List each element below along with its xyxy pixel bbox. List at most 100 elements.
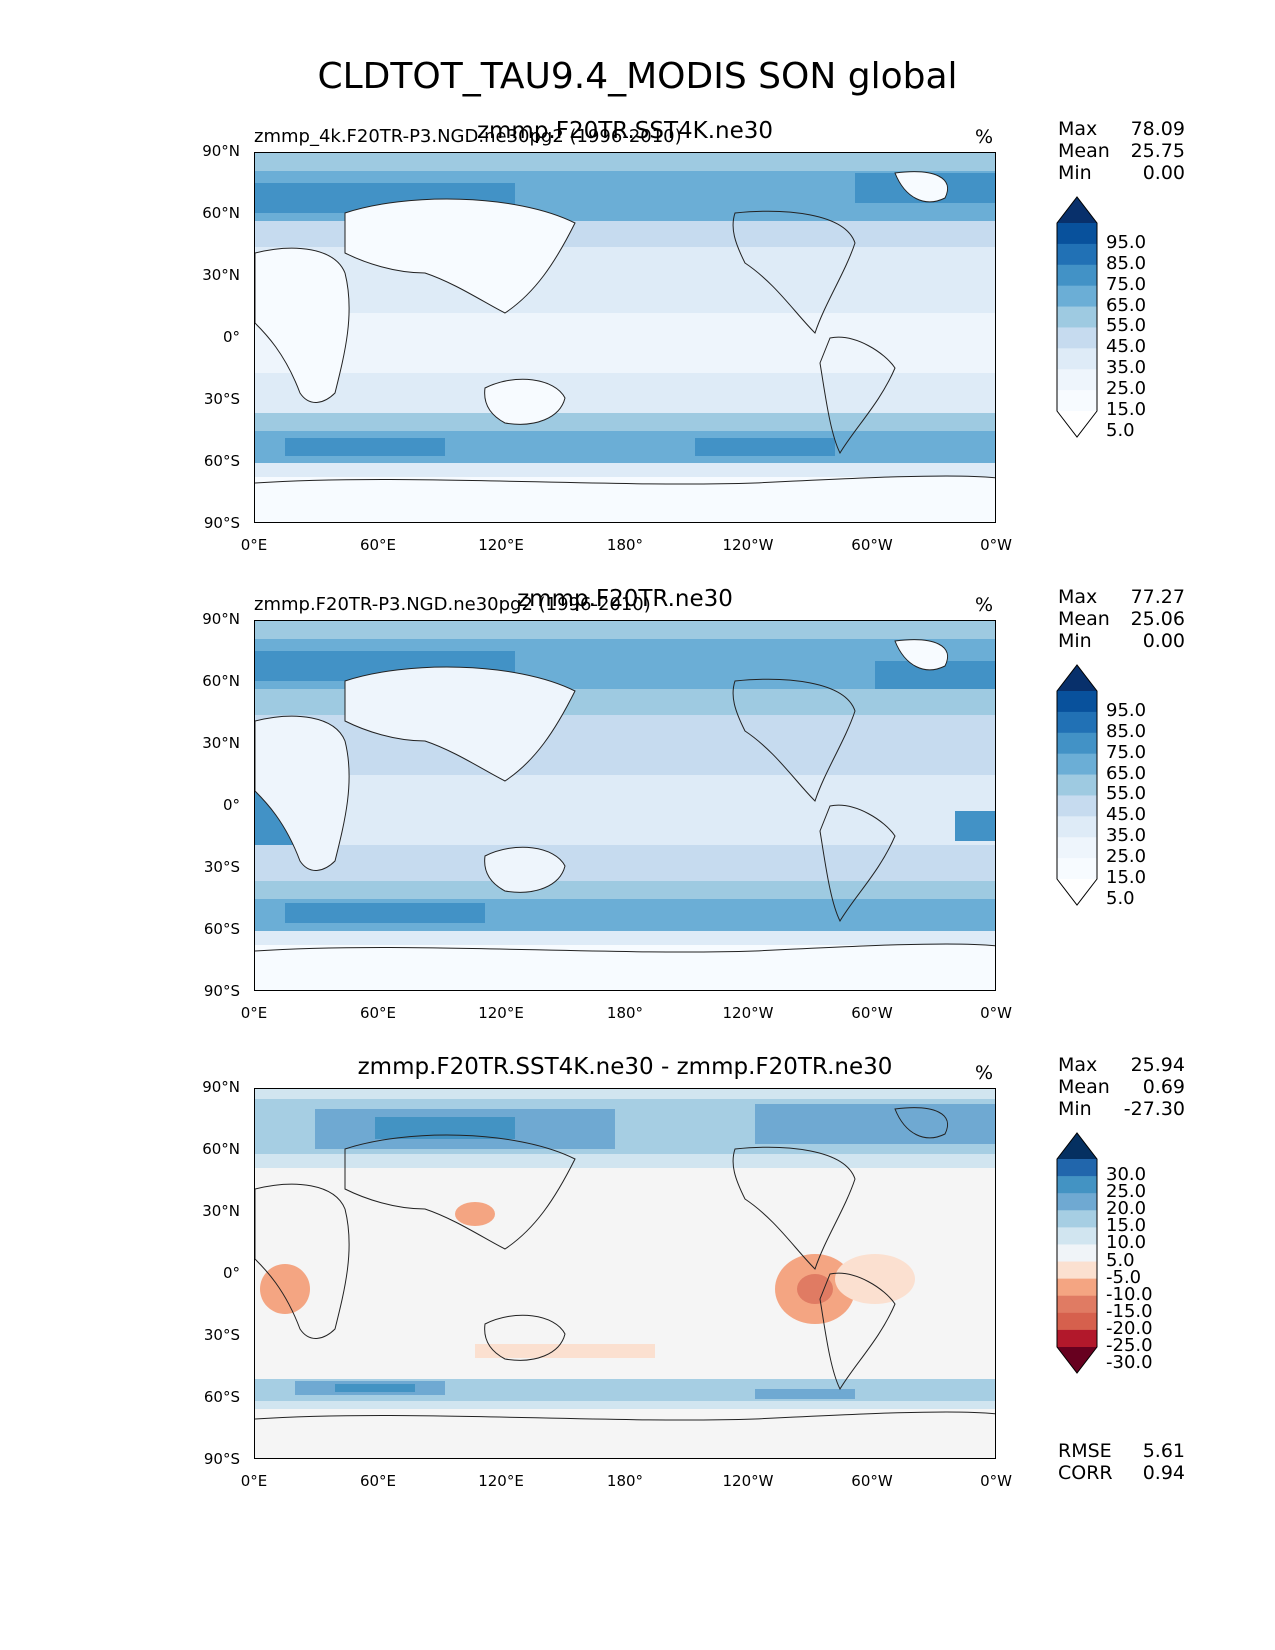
colorbar: 30.0 25.0 20.0 15.0 10.0 5.0 -5.0 -10.0 -15.0 -20… — [1056, 1132, 1153, 1378]
colorbar-bin — [1057, 1244, 1097, 1263]
colorbar-tick-label: 55.0 — [1106, 783, 1147, 805]
x-tick-label: 180° — [606, 1004, 644, 1022]
y-tick-label: 60°S — [203, 452, 240, 470]
colorbar-bin — [1057, 390, 1097, 412]
colorbar-graphic — [1056, 664, 1098, 906]
colorbar-bin — [1057, 264, 1097, 287]
colorbar-extend-bottom — [1057, 879, 1097, 905]
colorbar-tick-label: -30.0 — [1106, 1352, 1153, 1374]
colorbar-tick-label: 45.0 — [1106, 804, 1147, 826]
stats-block: Max 25.94 Mean 0.69 Min -27.30 — [1058, 1054, 1185, 1120]
colorbar-tick-label: 35.0 — [1106, 357, 1147, 379]
stat-label: Mean — [1058, 1076, 1110, 1098]
stat-label: Max — [1058, 118, 1098, 140]
stat-label: Min — [1058, 630, 1092, 652]
colorbar: 95.0 85.0 75.0 65.0 55.0 45.0 35.0 25.0 15.0 5.0 — [1056, 196, 1146, 442]
x-tick-label: 120°E — [478, 1004, 524, 1022]
stat-max: 77.27 — [1130, 586, 1185, 608]
x-tick-label: 0°E — [240, 536, 268, 554]
metric-label: RMSE — [1058, 1440, 1112, 1462]
stat-label: Max — [1058, 586, 1098, 608]
x-tick-label: 0°W — [980, 1004, 1012, 1022]
colorbar-tick-label: 30.0 — [1106, 1164, 1147, 1186]
colorbar-tick-label: 15.0 — [1106, 867, 1147, 888]
colorbar-tick-label: -15.0 — [1106, 1300, 1153, 1322]
y-tick-label: 90°N — [202, 142, 240, 160]
colorbar-tick-label: 75.0 — [1106, 273, 1147, 295]
y-tick-label: 0° — [222, 1264, 240, 1282]
colorbar-tick-label: 75.0 — [1106, 741, 1147, 763]
colorbar-bin — [1057, 837, 1097, 859]
colorbar-tick-label: -25.0 — [1106, 1335, 1153, 1356]
colorbar-bin — [1057, 1329, 1097, 1348]
colorbar-graphic — [1056, 1132, 1098, 1374]
y-tick-label: 0° — [222, 796, 240, 814]
colorbar-bin — [1057, 816, 1097, 838]
map-plot — [254, 152, 996, 523]
colorbar-extend-top — [1057, 665, 1097, 691]
colorbar-bin — [1057, 1210, 1097, 1228]
colorbar: 95.0 85.0 75.0 65.0 55.0 45.0 35.0 25.0 15.0 5.0 — [1056, 664, 1146, 910]
colorbar-tick-label: 15.0 — [1106, 399, 1147, 420]
y-tick-label: 90°S — [203, 514, 240, 532]
x-tick-label: 60°W — [851, 536, 893, 554]
panel-subtitle-center: zmmp.F20TR.ne30 — [517, 586, 733, 612]
x-tick-label: 120°E — [478, 1472, 524, 1490]
colorbar-bin — [1057, 1193, 1097, 1211]
stat-mean: 25.75 — [1130, 140, 1185, 162]
colorbar-tick-label: 35.0 — [1106, 825, 1147, 847]
x-tick-label: 0°W — [980, 1472, 1012, 1490]
colorbar-bin — [1057, 691, 1097, 713]
y-tick-label: 60°N — [202, 204, 240, 222]
x-tick-label: 60°W — [851, 1472, 893, 1490]
colorbar-tick-label: 5.0 — [1106, 419, 1135, 441]
map-plot — [254, 1088, 996, 1459]
stats-block: Max 78.09 Mean 25.75 Min 0.00 — [1058, 118, 1185, 184]
units-label: % — [975, 1062, 994, 1084]
colorbar-bin — [1057, 1312, 1097, 1331]
colorbar-extend-top — [1057, 1133, 1097, 1159]
colorbar-bin — [1057, 858, 1097, 880]
panel-subtitle-left: zmmp.F20TR-P3.NGD.ne30pg2 (1996-2010) — [254, 594, 651, 615]
panel-difference: zmmp.F20TR.SST4K.ne30 - zmmp.F20TR.ne30 … — [0, 1048, 1275, 1508]
colorbar-tick-label: 5.0 — [1106, 1249, 1135, 1271]
y-tick-label: 60°N — [202, 1140, 240, 1158]
colorbar-tick-label: 5.0 — [1106, 887, 1135, 909]
colorbar-bin — [1057, 711, 1097, 734]
colorbar-bin — [1057, 774, 1097, 796]
panel-subtitle-left: zmmp_4k.F20TR-P3.NGD.ne30pg2 (1996-2010) — [254, 126, 682, 147]
stat-label: Mean — [1058, 608, 1110, 630]
stat-mean: 0.69 — [1142, 1076, 1185, 1098]
y-tick-label: 90°S — [203, 1450, 240, 1468]
x-tick-label: 120°W — [722, 1004, 774, 1022]
colorbar-tick-label: 95.0 — [1106, 231, 1147, 253]
x-tick-label: 180° — [606, 1472, 644, 1490]
stat-label: Min — [1058, 162, 1092, 184]
x-tick-label: 0°E — [240, 1004, 268, 1022]
colorbar-bin — [1057, 732, 1097, 755]
colorbar-bin — [1057, 348, 1097, 370]
metric-label: CORR — [1058, 1462, 1113, 1484]
stat-max: 25.94 — [1130, 1054, 1185, 1076]
figure-title: CLDTOT_TAU9.4_MODIS SON global — [317, 56, 958, 97]
colorbar-bin — [1057, 1261, 1097, 1280]
stats-block: Max 77.27 Mean 25.06 Min 0.00 — [1058, 586, 1185, 652]
y-tick-label: 30°S — [203, 1326, 240, 1344]
stat-label: Min — [1058, 1098, 1092, 1120]
y-tick-label: 0° — [222, 328, 240, 346]
colorbar-bin — [1057, 327, 1097, 349]
colorbar-bin — [1057, 795, 1097, 817]
colorbar-tick-label: -10.0 — [1106, 1283, 1153, 1305]
y-tick-label: 30°N — [202, 266, 240, 284]
y-tick-label: 90°N — [202, 610, 240, 628]
colorbar-bin — [1057, 285, 1097, 308]
units-label: % — [975, 126, 994, 148]
y-tick-label: 90°S — [203, 982, 240, 1000]
y-tick-label: 30°N — [202, 1202, 240, 1220]
colorbar-extend-bottom — [1057, 1347, 1097, 1373]
colorbar-tick-label: 65.0 — [1106, 294, 1147, 316]
colorbar-bin — [1057, 1227, 1097, 1245]
x-tick-label: 60°E — [359, 1472, 397, 1490]
colorbar-tick-label: 20.0 — [1106, 1198, 1147, 1220]
colorbar-bin — [1057, 243, 1097, 266]
